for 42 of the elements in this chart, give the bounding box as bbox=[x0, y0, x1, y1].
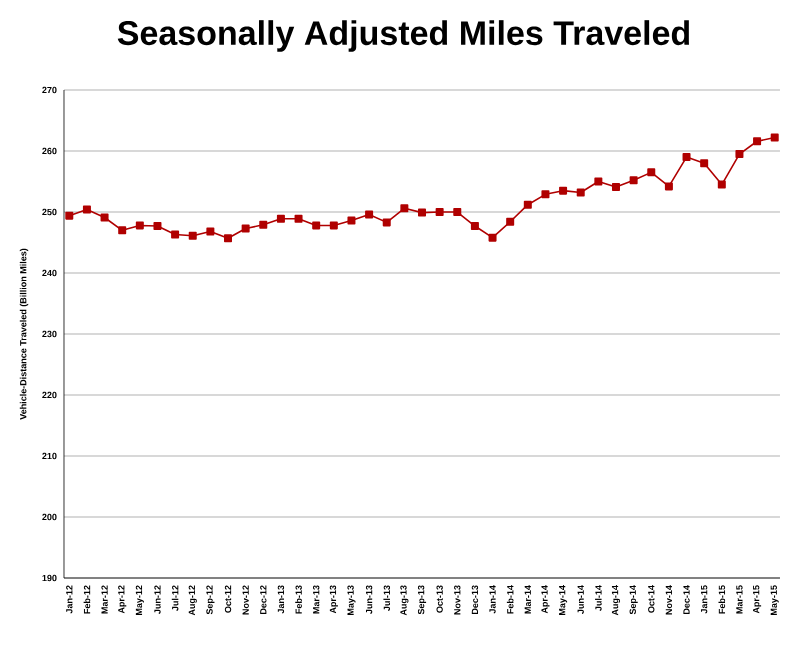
point bbox=[629, 176, 638, 185]
point bbox=[100, 213, 109, 222]
point bbox=[700, 159, 709, 168]
point bbox=[664, 182, 673, 191]
point bbox=[576, 188, 585, 197]
point bbox=[400, 204, 409, 213]
point bbox=[259, 220, 268, 229]
point bbox=[682, 153, 691, 162]
point bbox=[118, 226, 127, 235]
point bbox=[329, 221, 338, 230]
point bbox=[171, 230, 180, 239]
point bbox=[488, 233, 497, 242]
point bbox=[65, 211, 74, 220]
point bbox=[647, 168, 656, 177]
point bbox=[206, 227, 215, 236]
point bbox=[276, 214, 285, 223]
point bbox=[611, 183, 620, 191]
point bbox=[435, 208, 444, 217]
point bbox=[770, 133, 779, 142]
point bbox=[365, 210, 374, 219]
point bbox=[153, 222, 162, 231]
point bbox=[559, 186, 568, 195]
point bbox=[717, 180, 726, 189]
point bbox=[241, 224, 250, 233]
chart-title: Seasonally Adjusted Miles Traveled bbox=[117, 20, 689, 52]
point bbox=[382, 218, 391, 227]
point bbox=[224, 234, 233, 243]
point bbox=[453, 208, 462, 217]
point bbox=[418, 208, 426, 217]
point bbox=[594, 177, 603, 186]
point bbox=[541, 190, 550, 199]
point bbox=[523, 200, 532, 209]
point bbox=[506, 217, 515, 226]
point bbox=[312, 221, 321, 230]
point bbox=[135, 221, 144, 230]
point bbox=[188, 231, 197, 240]
point bbox=[82, 205, 91, 214]
point bbox=[294, 214, 303, 223]
point bbox=[347, 216, 356, 225]
point bbox=[753, 137, 762, 146]
point bbox=[735, 150, 744, 159]
point bbox=[470, 222, 479, 231]
